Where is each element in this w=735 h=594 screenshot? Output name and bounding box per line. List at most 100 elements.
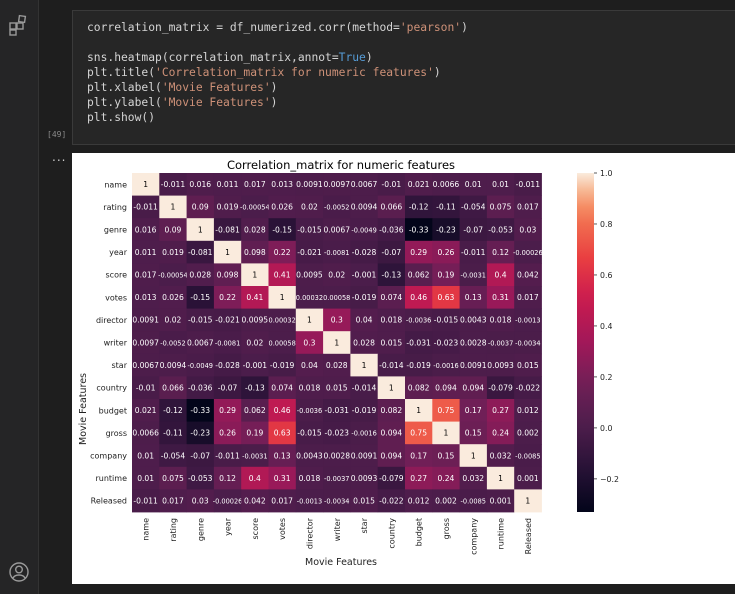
- cell-annotation: 1: [143, 180, 148, 189]
- cell-annotation: 0.02: [301, 203, 318, 212]
- cell-annotation: 0.094: [380, 451, 402, 460]
- heatmap-cell: [213, 173, 242, 196]
- heatmap-cell: [459, 308, 488, 332]
- heatmap-cell: [213, 308, 242, 332]
- heatmap-figure: Correlation_matrix for numeric features …: [78, 158, 619, 568]
- cell-annotation: -0.053: [488, 225, 513, 234]
- cell-annotation: 0.013: [135, 293, 157, 302]
- extensions-icon[interactable]: [8, 14, 30, 36]
- cell-annotation: 0.032: [490, 451, 512, 460]
- cell-annotation: 1: [225, 248, 230, 257]
- heatmap-cell: [514, 286, 542, 309]
- heatmap-cell: [377, 466, 406, 490]
- cell-annotation: 0.02: [164, 316, 181, 325]
- heatmap-cell: [486, 195, 515, 219]
- heatmap-cell: [132, 331, 160, 355]
- code-cell[interactable]: correlation_matrix = df_numerized.corr(m…: [72, 10, 735, 145]
- heatmap-cell: [486, 466, 515, 490]
- heatmap-cell: [405, 399, 433, 422]
- cell-annotation: -0.11: [163, 429, 183, 438]
- cell-annotation: 0.016: [135, 225, 157, 234]
- heatmap-cell: [377, 444, 406, 468]
- heatmap-cell: [405, 376, 433, 400]
- heatmap-cell: [159, 263, 187, 287]
- cell-annotation: -0.021: [215, 316, 240, 325]
- cell-annotation: -0.021: [297, 248, 322, 257]
- cell-annotation: 0.13: [465, 293, 482, 302]
- cell-annotation: 0.0091: [296, 180, 323, 189]
- cell-annotation: 0.074: [271, 384, 293, 393]
- heatmap-cell: [432, 376, 460, 400]
- cell-annotation: -0.11: [436, 203, 456, 212]
- cell-annotation: -0.0016: [351, 430, 376, 438]
- cell-annotation: 1: [307, 316, 312, 325]
- heatmap-cell: [459, 218, 488, 242]
- heatmap-cell: [405, 240, 433, 264]
- heatmap-cell: [132, 489, 160, 513]
- cell-annotation: 0.17: [465, 406, 482, 415]
- cell-annotation: 0.062: [244, 406, 266, 415]
- cell-annotation: 0.032: [462, 474, 484, 483]
- heatmap-cell: [514, 466, 542, 490]
- cell-annotation: 0.4: [249, 474, 261, 483]
- heatmap-cell: [486, 218, 515, 242]
- heatmap-cell: [213, 376, 242, 400]
- heatmap-cell: [377, 376, 406, 400]
- cell-annotation: 0.062: [408, 271, 430, 280]
- cell-annotation: 0.3: [303, 338, 315, 347]
- cell-annotation: 0.09: [192, 203, 209, 212]
- cell-annotation: 1: [416, 406, 421, 415]
- code-token: ): [270, 81, 278, 94]
- heatmap-cell: [268, 218, 297, 242]
- cell-annotation: 0.24: [437, 474, 454, 483]
- heatmap-cell: [132, 444, 160, 468]
- heatmap-cell: [268, 331, 297, 355]
- code-editor[interactable]: correlation_matrix = df_numerized.corr(m…: [87, 20, 468, 125]
- heatmap-cell: [459, 421, 488, 445]
- heatmap-cell: [432, 308, 460, 332]
- cell-annotation: 0.066: [162, 384, 184, 393]
- code-token: ): [433, 66, 441, 79]
- heatmap-cell: [350, 444, 379, 468]
- cell-annotation: 0.017: [135, 271, 157, 280]
- heatmap-cell: [405, 263, 433, 287]
- heatmap-cell: [323, 376, 351, 400]
- account-icon[interactable]: [8, 561, 30, 583]
- heatmap-cell: [377, 218, 406, 242]
- cell-annotation: 0.042: [517, 271, 539, 280]
- code-token: 'pearson': [399, 21, 462, 34]
- cell-annotation: 0.021: [135, 406, 157, 415]
- cell-annotation: 1: [334, 338, 339, 347]
- cell-annotation: -0.079: [379, 474, 404, 483]
- cell-annotation: -0.0049: [351, 226, 376, 234]
- cell-annotation: 0.22: [274, 248, 291, 257]
- colorbar-tick-label: 0.0: [600, 424, 612, 433]
- heatmap-cell: [405, 308, 433, 332]
- cell-annotation: 0.31: [492, 293, 509, 302]
- cell-annotation: 1: [198, 225, 203, 234]
- heatmap-cell: [486, 331, 515, 355]
- x-tick-label: genre: [196, 518, 205, 541]
- output-more-actions-icon[interactable]: ...: [52, 150, 67, 164]
- heatmap-cell: [405, 421, 433, 445]
- cell-annotation: 0.011: [135, 248, 157, 257]
- cell-annotation: 0.012: [408, 497, 430, 506]
- heatmap-cell: [159, 173, 187, 196]
- heatmap-cell: [350, 286, 379, 309]
- cell-annotation: 0.0097: [323, 180, 350, 189]
- y-tick-label: runtime: [95, 474, 127, 483]
- cell-annotation: 0.019: [162, 248, 184, 257]
- cell-annotation: -0.13: [382, 271, 402, 280]
- cell-annotation: 0.011: [217, 180, 239, 189]
- cell-annotation: 0.26: [437, 248, 454, 257]
- cell-annotation: 0.001: [517, 474, 539, 483]
- cell-annotation: 0.012: [517, 406, 539, 415]
- heatmap-cell: [350, 308, 379, 332]
- cell-annotation: -0.031: [325, 406, 350, 415]
- cell-annotation: 0.0067: [351, 180, 378, 189]
- heatmap-cell: [350, 353, 379, 377]
- heatmap-cell: [514, 376, 542, 400]
- heatmap-cell: [323, 240, 351, 264]
- y-tick-label: budget: [99, 406, 127, 415]
- heatmap-cell: [186, 240, 215, 264]
